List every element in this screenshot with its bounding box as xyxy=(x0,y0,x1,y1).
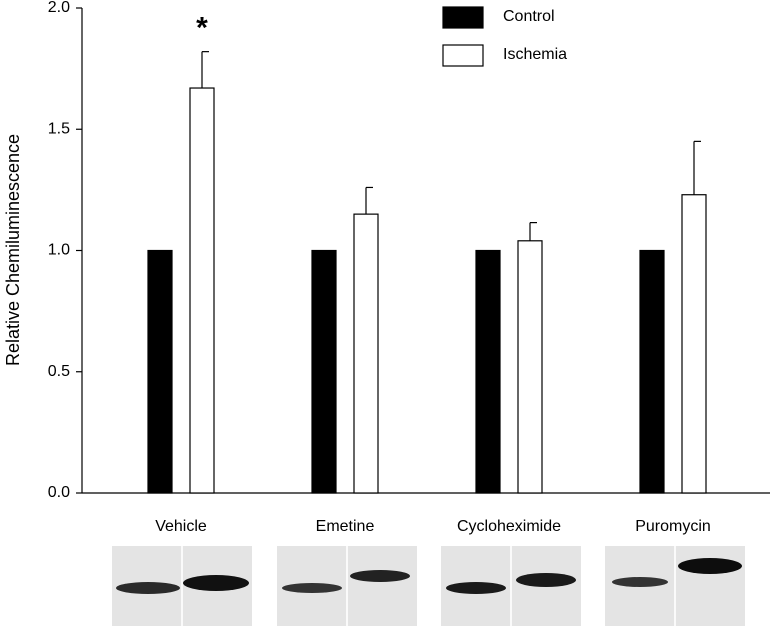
y-tick-label: 1.0 xyxy=(48,242,70,259)
annotation: * xyxy=(196,12,208,45)
blots xyxy=(112,546,745,626)
y-tick-label: 2.0 xyxy=(48,0,70,16)
legend-label: Ischemia xyxy=(503,46,567,63)
y-tick-label: 0.0 xyxy=(48,484,70,501)
bar xyxy=(311,249,337,494)
bar xyxy=(517,240,543,494)
legend-swatch xyxy=(442,44,484,67)
x-tick-label: Cycloheximide xyxy=(457,518,561,535)
bar xyxy=(189,87,215,494)
x-tick-label: Vehicle xyxy=(155,518,207,535)
bar xyxy=(475,249,501,494)
bar xyxy=(147,249,173,494)
bar xyxy=(353,213,379,494)
legend-swatch xyxy=(442,6,484,29)
y-tick-label: 1.5 xyxy=(48,120,70,137)
legend-label: Control xyxy=(503,8,555,25)
x-tick-label: Emetine xyxy=(316,518,375,535)
x-tick-label: Puromycin xyxy=(635,518,711,535)
bar xyxy=(681,194,707,494)
y-tick-label: 0.5 xyxy=(48,363,70,380)
y-axis-label: Relative Chemiluminescence xyxy=(3,134,23,366)
bar xyxy=(639,249,665,494)
